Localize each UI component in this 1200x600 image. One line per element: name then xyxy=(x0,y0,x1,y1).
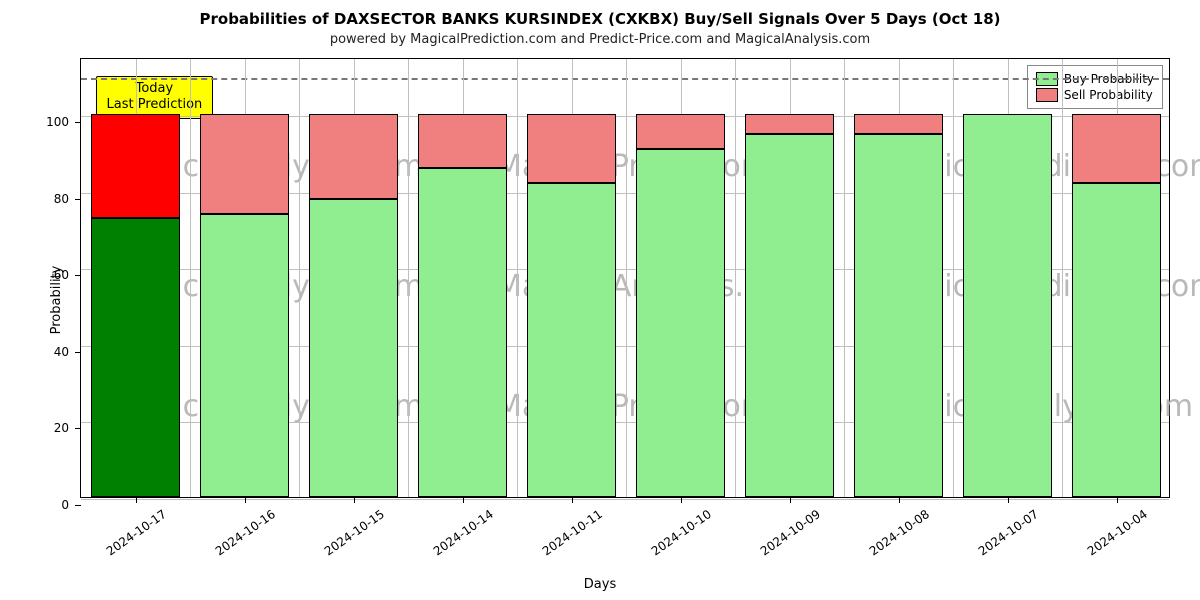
x-tick-mark xyxy=(790,497,791,503)
y-tick-label: 60 xyxy=(54,268,81,282)
bar-sell xyxy=(309,114,398,198)
x-axis-label: Days xyxy=(584,577,616,592)
callout-line: Today xyxy=(107,81,203,97)
bar-buy xyxy=(1072,183,1161,497)
x-tick-label: 2024-10-04 xyxy=(1084,507,1149,558)
gridline-v xyxy=(735,59,736,497)
bar-buy xyxy=(418,168,507,497)
x-tick-mark xyxy=(245,497,246,503)
y-tick-label: 80 xyxy=(54,192,81,206)
legend-item-sell: Sell Probability xyxy=(1036,87,1154,103)
x-tick-label: 2024-10-11 xyxy=(539,507,604,558)
gridline-v xyxy=(517,59,518,497)
bar-sell xyxy=(91,114,180,217)
x-tick-mark xyxy=(1117,497,1118,503)
x-tick-label: 2024-10-17 xyxy=(103,507,168,558)
bar-buy xyxy=(200,214,289,497)
bar-buy xyxy=(745,134,834,497)
gridline-v xyxy=(626,59,627,497)
x-tick-label: 2024-10-10 xyxy=(648,507,713,558)
y-tick-label: 100 xyxy=(46,115,81,129)
x-tick-mark xyxy=(1008,497,1009,503)
x-tick-mark xyxy=(681,497,682,503)
x-tick-label: 2024-10-07 xyxy=(975,507,1040,558)
bar-sell xyxy=(745,114,834,133)
plot-area: MagicalAnalysis.com MagicalPrediction.co… xyxy=(80,58,1170,498)
x-tick-label: 2024-10-16 xyxy=(212,507,277,558)
bar-sell xyxy=(200,114,289,213)
gridline-v xyxy=(1062,59,1063,497)
plot-container: MagicalAnalysis.com MagicalPrediction.co… xyxy=(80,58,1170,498)
x-tick-mark xyxy=(136,497,137,503)
x-tick-mark xyxy=(899,497,900,503)
legend: Buy Probability Sell Probability xyxy=(1027,65,1163,109)
bar-sell xyxy=(527,114,616,183)
bar-sell xyxy=(854,114,943,133)
chart-subtitle: powered by MagicalPrediction.com and Pre… xyxy=(0,28,1200,47)
y-tick-label: 0 xyxy=(61,498,81,512)
legend-label: Sell Probability xyxy=(1064,88,1153,102)
bar-buy xyxy=(636,149,725,497)
bar-sell xyxy=(636,114,725,148)
gridline-v xyxy=(190,59,191,497)
bar-sell xyxy=(1072,114,1161,183)
x-tick-label: 2024-10-15 xyxy=(321,507,386,558)
x-tick-label: 2024-10-08 xyxy=(866,507,931,558)
y-tick-label: 40 xyxy=(54,345,81,359)
today-callout: Today Last Prediction xyxy=(96,76,214,119)
x-tick-mark xyxy=(572,497,573,503)
gridline-v xyxy=(844,59,845,497)
bar-buy xyxy=(963,114,1052,497)
gridline-v xyxy=(953,59,954,497)
bar-buy xyxy=(91,218,180,497)
y-tick-label: 20 xyxy=(54,421,81,435)
x-tick-mark xyxy=(354,497,355,503)
bar-buy xyxy=(854,134,943,497)
gridline-v xyxy=(299,59,300,497)
x-tick-mark xyxy=(463,497,464,503)
legend-swatch-icon xyxy=(1036,88,1058,102)
callout-line: Last Prediction xyxy=(107,97,203,113)
gridline-v xyxy=(408,59,409,497)
bar-buy xyxy=(527,183,616,497)
chart-title: Probabilities of DAXSECTOR BANKS KURSIND… xyxy=(0,0,1200,28)
x-tick-label: 2024-10-14 xyxy=(430,507,495,558)
bar-sell xyxy=(418,114,507,168)
bar-buy xyxy=(309,199,398,497)
x-tick-label: 2024-10-09 xyxy=(757,507,822,558)
